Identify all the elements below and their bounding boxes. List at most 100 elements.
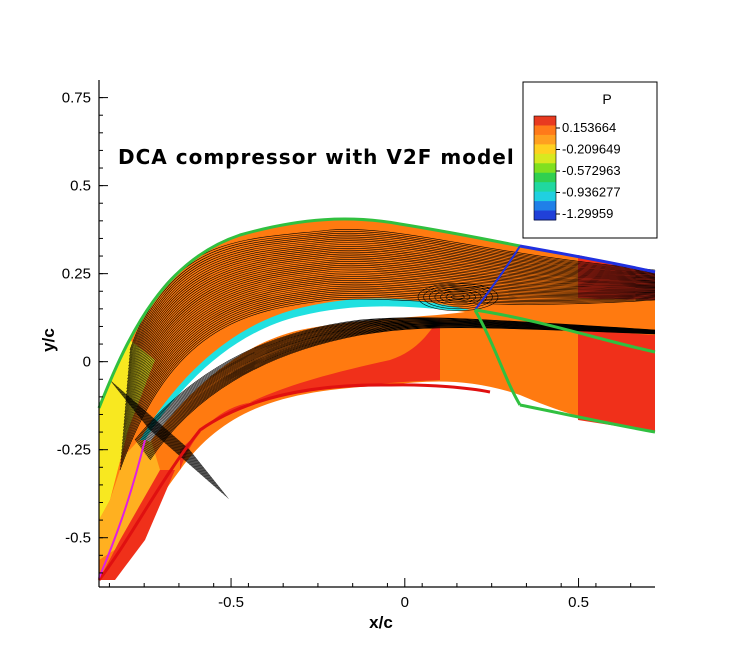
x-tick-label: 0	[401, 594, 409, 611]
wake-interface-line	[474, 308, 656, 354]
grid-line	[114, 384, 155, 435]
grid-line	[165, 428, 207, 480]
grid-line	[188, 448, 229, 499]
streamline	[121, 287, 656, 451]
legend-swatch	[534, 182, 556, 193]
y-tick-label: -0.5	[65, 530, 91, 547]
legend-swatch	[534, 153, 556, 164]
grid-line	[119, 388, 160, 439]
streamline	[144, 323, 656, 453]
streamline	[142, 322, 656, 451]
upper-boundary-line	[97, 217, 521, 409]
y-tick-labels: 0.75 0.5 0.25 0 -0.25 -0.5	[57, 90, 91, 547]
legend-swatch	[534, 191, 556, 202]
streamline	[136, 318, 656, 443]
streamline	[149, 327, 656, 461]
streamline	[123, 274, 656, 428]
grid-line	[170, 433, 211, 484]
grid-line	[145, 410, 186, 461]
legend-level-label: 0.153664	[562, 120, 616, 135]
streamline	[136, 318, 656, 444]
grid-line	[146, 412, 187, 463]
streamlines	[109, 229, 656, 499]
blade	[140, 298, 470, 442]
grid-line	[132, 399, 173, 450]
streamline	[126, 251, 656, 390]
grid-line	[169, 431, 210, 482]
streamline	[138, 319, 656, 445]
grid-line	[143, 409, 184, 460]
vortex-streamline	[423, 284, 493, 310]
legend-colorbar-frame	[533, 115, 557, 221]
streamline	[146, 325, 656, 457]
legend-colorbar	[533, 115, 557, 221]
streamline	[128, 234, 656, 360]
legend: P 0.153664 -0.209649 -0.572963 -0.936277 -1.…	[522, 81, 658, 239]
streamline	[121, 283, 656, 445]
vortex-streamline	[440, 290, 476, 304]
x-tick-label: 0.5	[568, 594, 589, 611]
streamline	[126, 253, 656, 393]
grid-line	[167, 430, 208, 481]
vortex-streamline	[428, 286, 488, 308]
grid-line	[178, 440, 219, 491]
y-tick-label: 0.5	[70, 178, 91, 195]
inlet-periodic-line	[98, 439, 146, 579]
streamline	[145, 324, 656, 455]
domain-fill	[99, 219, 655, 580]
streamline	[119, 298, 656, 471]
streamline	[124, 264, 656, 412]
grid-line	[153, 417, 194, 468]
grid-line	[133, 400, 175, 452]
grid-line	[183, 444, 224, 495]
streamline	[125, 261, 656, 406]
streamline	[122, 279, 656, 438]
legend-level-label: -1.29959	[562, 206, 613, 221]
legend-swatch	[534, 210, 556, 221]
streamline	[141, 321, 656, 449]
streamline	[128, 238, 656, 367]
streamline	[124, 268, 656, 419]
y-tick-label: 0.25	[62, 266, 91, 283]
legend-labels: 0.153664 -0.209649 -0.572963 -0.936277 -1.29…	[556, 120, 621, 221]
grid-line	[186, 447, 227, 498]
lower-boundary-line	[97, 383, 491, 581]
x-tick-labels: -0.5 0 0.5	[218, 594, 589, 611]
streamline	[120, 295, 656, 464]
streamline	[125, 255, 656, 396]
grid-line	[157, 421, 199, 473]
grid-line	[172, 434, 213, 485]
y-axis-title: y/c	[39, 328, 58, 352]
axis-ticks	[99, 97, 632, 587]
inlet-low-pressure-region	[99, 340, 155, 520]
legend-title: P	[602, 91, 611, 107]
streamline	[147, 326, 656, 458]
streamline	[143, 323, 656, 452]
grid-line	[137, 403, 178, 454]
legend-swatch	[534, 172, 556, 183]
vortex-streamline	[417, 282, 499, 312]
legend-swatch	[534, 201, 556, 212]
streamline	[125, 259, 656, 402]
streamline	[123, 272, 656, 425]
lower-outlet-boundary-line	[519, 403, 656, 434]
legend-swatch	[534, 163, 556, 174]
grid-line	[173, 435, 215, 487]
streamline	[146, 325, 656, 456]
grid-line	[125, 393, 167, 445]
streamline	[121, 289, 656, 454]
streamline	[121, 285, 656, 448]
legend-swatch	[534, 116, 556, 126]
grid-line	[113, 382, 154, 433]
streamline	[127, 246, 656, 380]
streamline	[139, 320, 656, 447]
grid-line	[138, 405, 179, 456]
wake-high-region	[578, 330, 655, 432]
streamline	[141, 322, 656, 450]
grid-line	[117, 386, 159, 438]
wake-cut-line	[473, 309, 522, 406]
grid-line	[141, 407, 183, 459]
grid-line	[180, 441, 221, 492]
grid-line	[175, 437, 216, 488]
vortex-streamline	[445, 292, 471, 302]
